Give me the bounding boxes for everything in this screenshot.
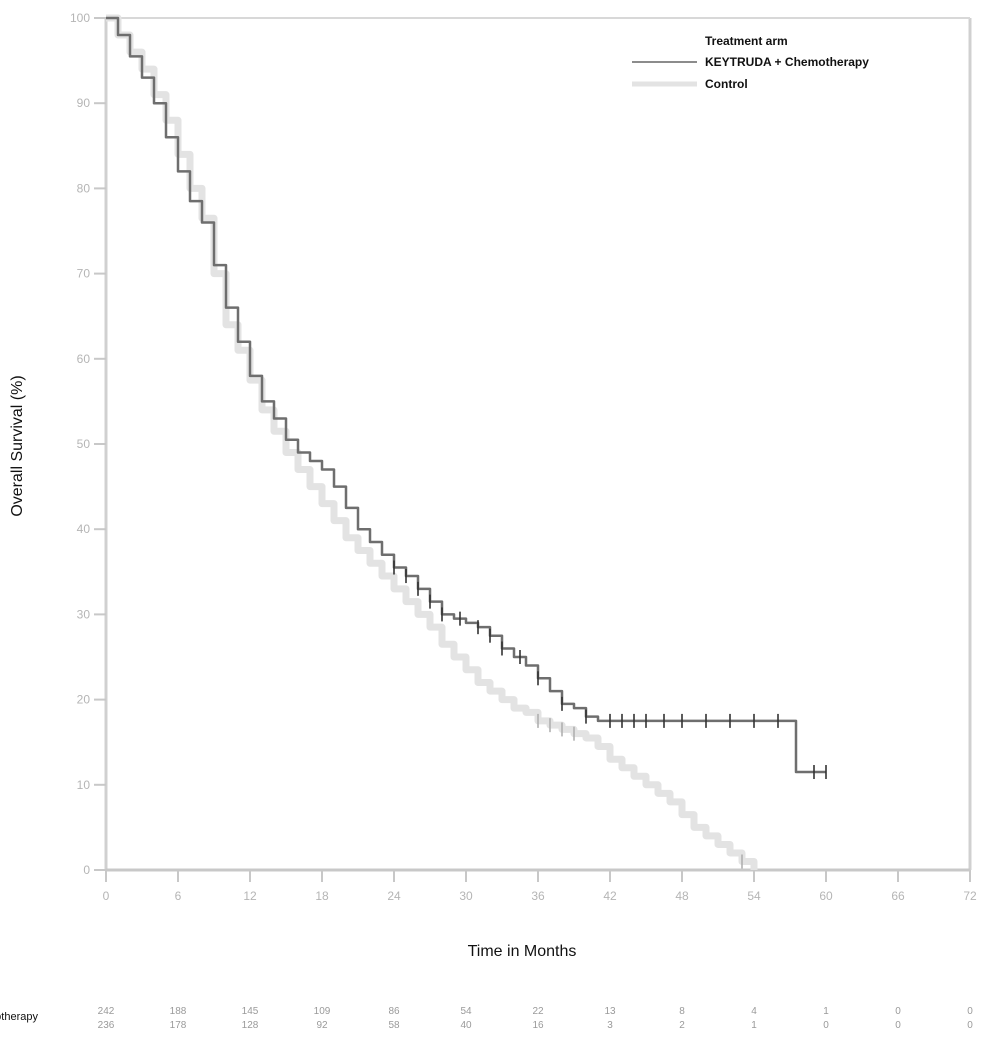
x-tick-label: 72 bbox=[963, 889, 977, 903]
y-axis-label: Overall Survival (%) bbox=[9, 375, 26, 516]
risk-cell: 128 bbox=[242, 1020, 259, 1031]
x-axis-label: Time in Months bbox=[468, 943, 577, 960]
risk-cell: 178 bbox=[170, 1020, 187, 1031]
x-tick-label: 36 bbox=[531, 889, 545, 903]
x-tick-label: 42 bbox=[603, 889, 617, 903]
risk-cell: 22 bbox=[532, 1006, 544, 1017]
y-tick-label: 0 bbox=[83, 863, 90, 877]
risk-cell: 0 bbox=[967, 1006, 973, 1017]
x-tick-label: 12 bbox=[243, 889, 257, 903]
y-tick-label: 80 bbox=[77, 181, 91, 195]
risk-cell: 13 bbox=[604, 1006, 616, 1017]
y-tick-label: 10 bbox=[77, 778, 91, 792]
legend: Treatment arm KEYTRUDA + Chemotherapy Co… bbox=[632, 34, 869, 91]
censor-marks bbox=[393, 560, 827, 869]
x-axis-ticks: 0 6 12 18 24 30 36 42 48 54 60 66 72 bbox=[103, 870, 977, 903]
y-tick-label: 20 bbox=[77, 693, 91, 707]
risk-cell: 0 bbox=[823, 1020, 829, 1031]
risk-cell: 0 bbox=[895, 1006, 901, 1017]
risk-cell: 145 bbox=[242, 1006, 259, 1017]
risk-cell: 54 bbox=[460, 1006, 472, 1017]
x-tick-label: 18 bbox=[315, 889, 329, 903]
risk-cell: 188 bbox=[170, 1006, 187, 1017]
risk-cell: 1 bbox=[751, 1020, 757, 1031]
risk-cell: 92 bbox=[316, 1020, 328, 1031]
series-line-control bbox=[106, 14, 758, 870]
y-axis-ticks: 0 10 20 30 40 50 60 70 80 90 100 bbox=[70, 11, 106, 877]
x-tick-label: 6 bbox=[175, 889, 182, 903]
x-tick-label: 0 bbox=[103, 889, 110, 903]
risk-cell: 242 bbox=[98, 1006, 115, 1017]
series-line-keytruda bbox=[106, 16, 826, 774]
x-tick-label: 60 bbox=[819, 889, 833, 903]
risk-cell: 86 bbox=[388, 1006, 400, 1017]
risk-cell: 40 bbox=[460, 1020, 472, 1031]
x-tick-label: 66 bbox=[891, 889, 905, 903]
x-tick-label: 48 bbox=[675, 889, 689, 903]
risk-cell: 236 bbox=[98, 1020, 115, 1031]
risk-cell: 109 bbox=[314, 1006, 331, 1017]
risk-cell: 0 bbox=[895, 1020, 901, 1031]
x-tick-label: 54 bbox=[747, 889, 761, 903]
risk-cell: 4 bbox=[751, 1006, 757, 1017]
legend-entry-control: Control bbox=[705, 77, 748, 91]
risk-cell: 58 bbox=[388, 1020, 400, 1031]
y-tick-label: 50 bbox=[77, 437, 91, 451]
risk-cell: 1 bbox=[823, 1006, 829, 1017]
legend-title: Treatment arm bbox=[705, 34, 788, 48]
risk-cell: 3 bbox=[607, 1020, 613, 1031]
x-tick-label: 24 bbox=[387, 889, 401, 903]
risk-cell: 0 bbox=[967, 1020, 973, 1031]
risk-cell: 2 bbox=[679, 1020, 685, 1031]
series-layer bbox=[106, 14, 826, 870]
y-tick-label: 70 bbox=[77, 267, 91, 281]
risk-row-label: KEYTRUDA + Chemotherapy bbox=[0, 1011, 38, 1023]
y-tick-label: 60 bbox=[77, 352, 91, 366]
risk-cell: 16 bbox=[532, 1020, 544, 1031]
y-tick-label: 30 bbox=[77, 607, 91, 621]
y-tick-label: 100 bbox=[70, 11, 90, 25]
legend-entry-keytruda: KEYTRUDA + Chemotherapy bbox=[705, 55, 869, 69]
risk-row-keytruda: 242 188 145 109 86 54 22 13 8 4 1 0 0 bbox=[98, 1006, 974, 1017]
risk-cell: 8 bbox=[679, 1006, 685, 1017]
risk-row-control: 236 178 128 92 58 40 16 3 2 1 0 0 0 bbox=[98, 1020, 974, 1031]
y-tick-label: 40 bbox=[77, 522, 91, 536]
y-tick-label: 90 bbox=[77, 96, 91, 110]
risk-table: KEYTRUDA + Chemotherapy 242 188 145 109 86 54… bbox=[0, 1006, 973, 1031]
x-tick-label: 30 bbox=[459, 889, 473, 903]
